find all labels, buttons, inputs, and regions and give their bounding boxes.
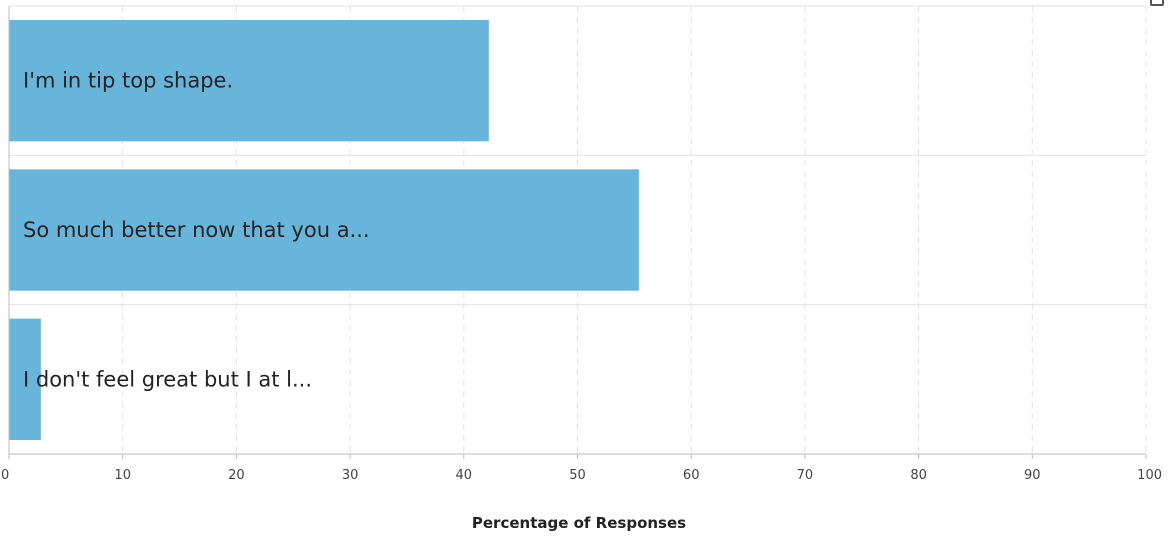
x-tick-label: 70 [797, 468, 814, 483]
bar [9, 318, 41, 440]
bar-category-label: I'm in tip top shape. [23, 69, 233, 93]
x-tick-label: 0 [1, 468, 9, 483]
x-axis: 0 10 20 30 40 50 60 70 80 90 100 [1, 6, 1162, 483]
x-tick-label: 10 [114, 468, 131, 483]
expand-icon[interactable] [1150, 0, 1164, 6]
x-tick-label: 40 [456, 468, 473, 483]
bar-category-label: So much better now that you a... [23, 218, 370, 242]
x-tick-label: 20 [228, 468, 245, 483]
x-tick-label: 60 [683, 468, 700, 483]
x-tick-label: 80 [910, 468, 927, 483]
x-tick-label: 100 [1137, 468, 1162, 483]
bars: I'm in tip top shape. So much better now … [9, 20, 639, 440]
x-tick-label: 50 [569, 468, 586, 483]
x-tick-label: 90 [1024, 468, 1041, 483]
x-tick-label: 30 [342, 468, 359, 483]
bar-category-label: I don't feel great but I at l... [23, 367, 312, 391]
x-axis-title: Percentage of Responses [472, 514, 686, 532]
bar [9, 169, 639, 291]
bar [9, 20, 489, 142]
